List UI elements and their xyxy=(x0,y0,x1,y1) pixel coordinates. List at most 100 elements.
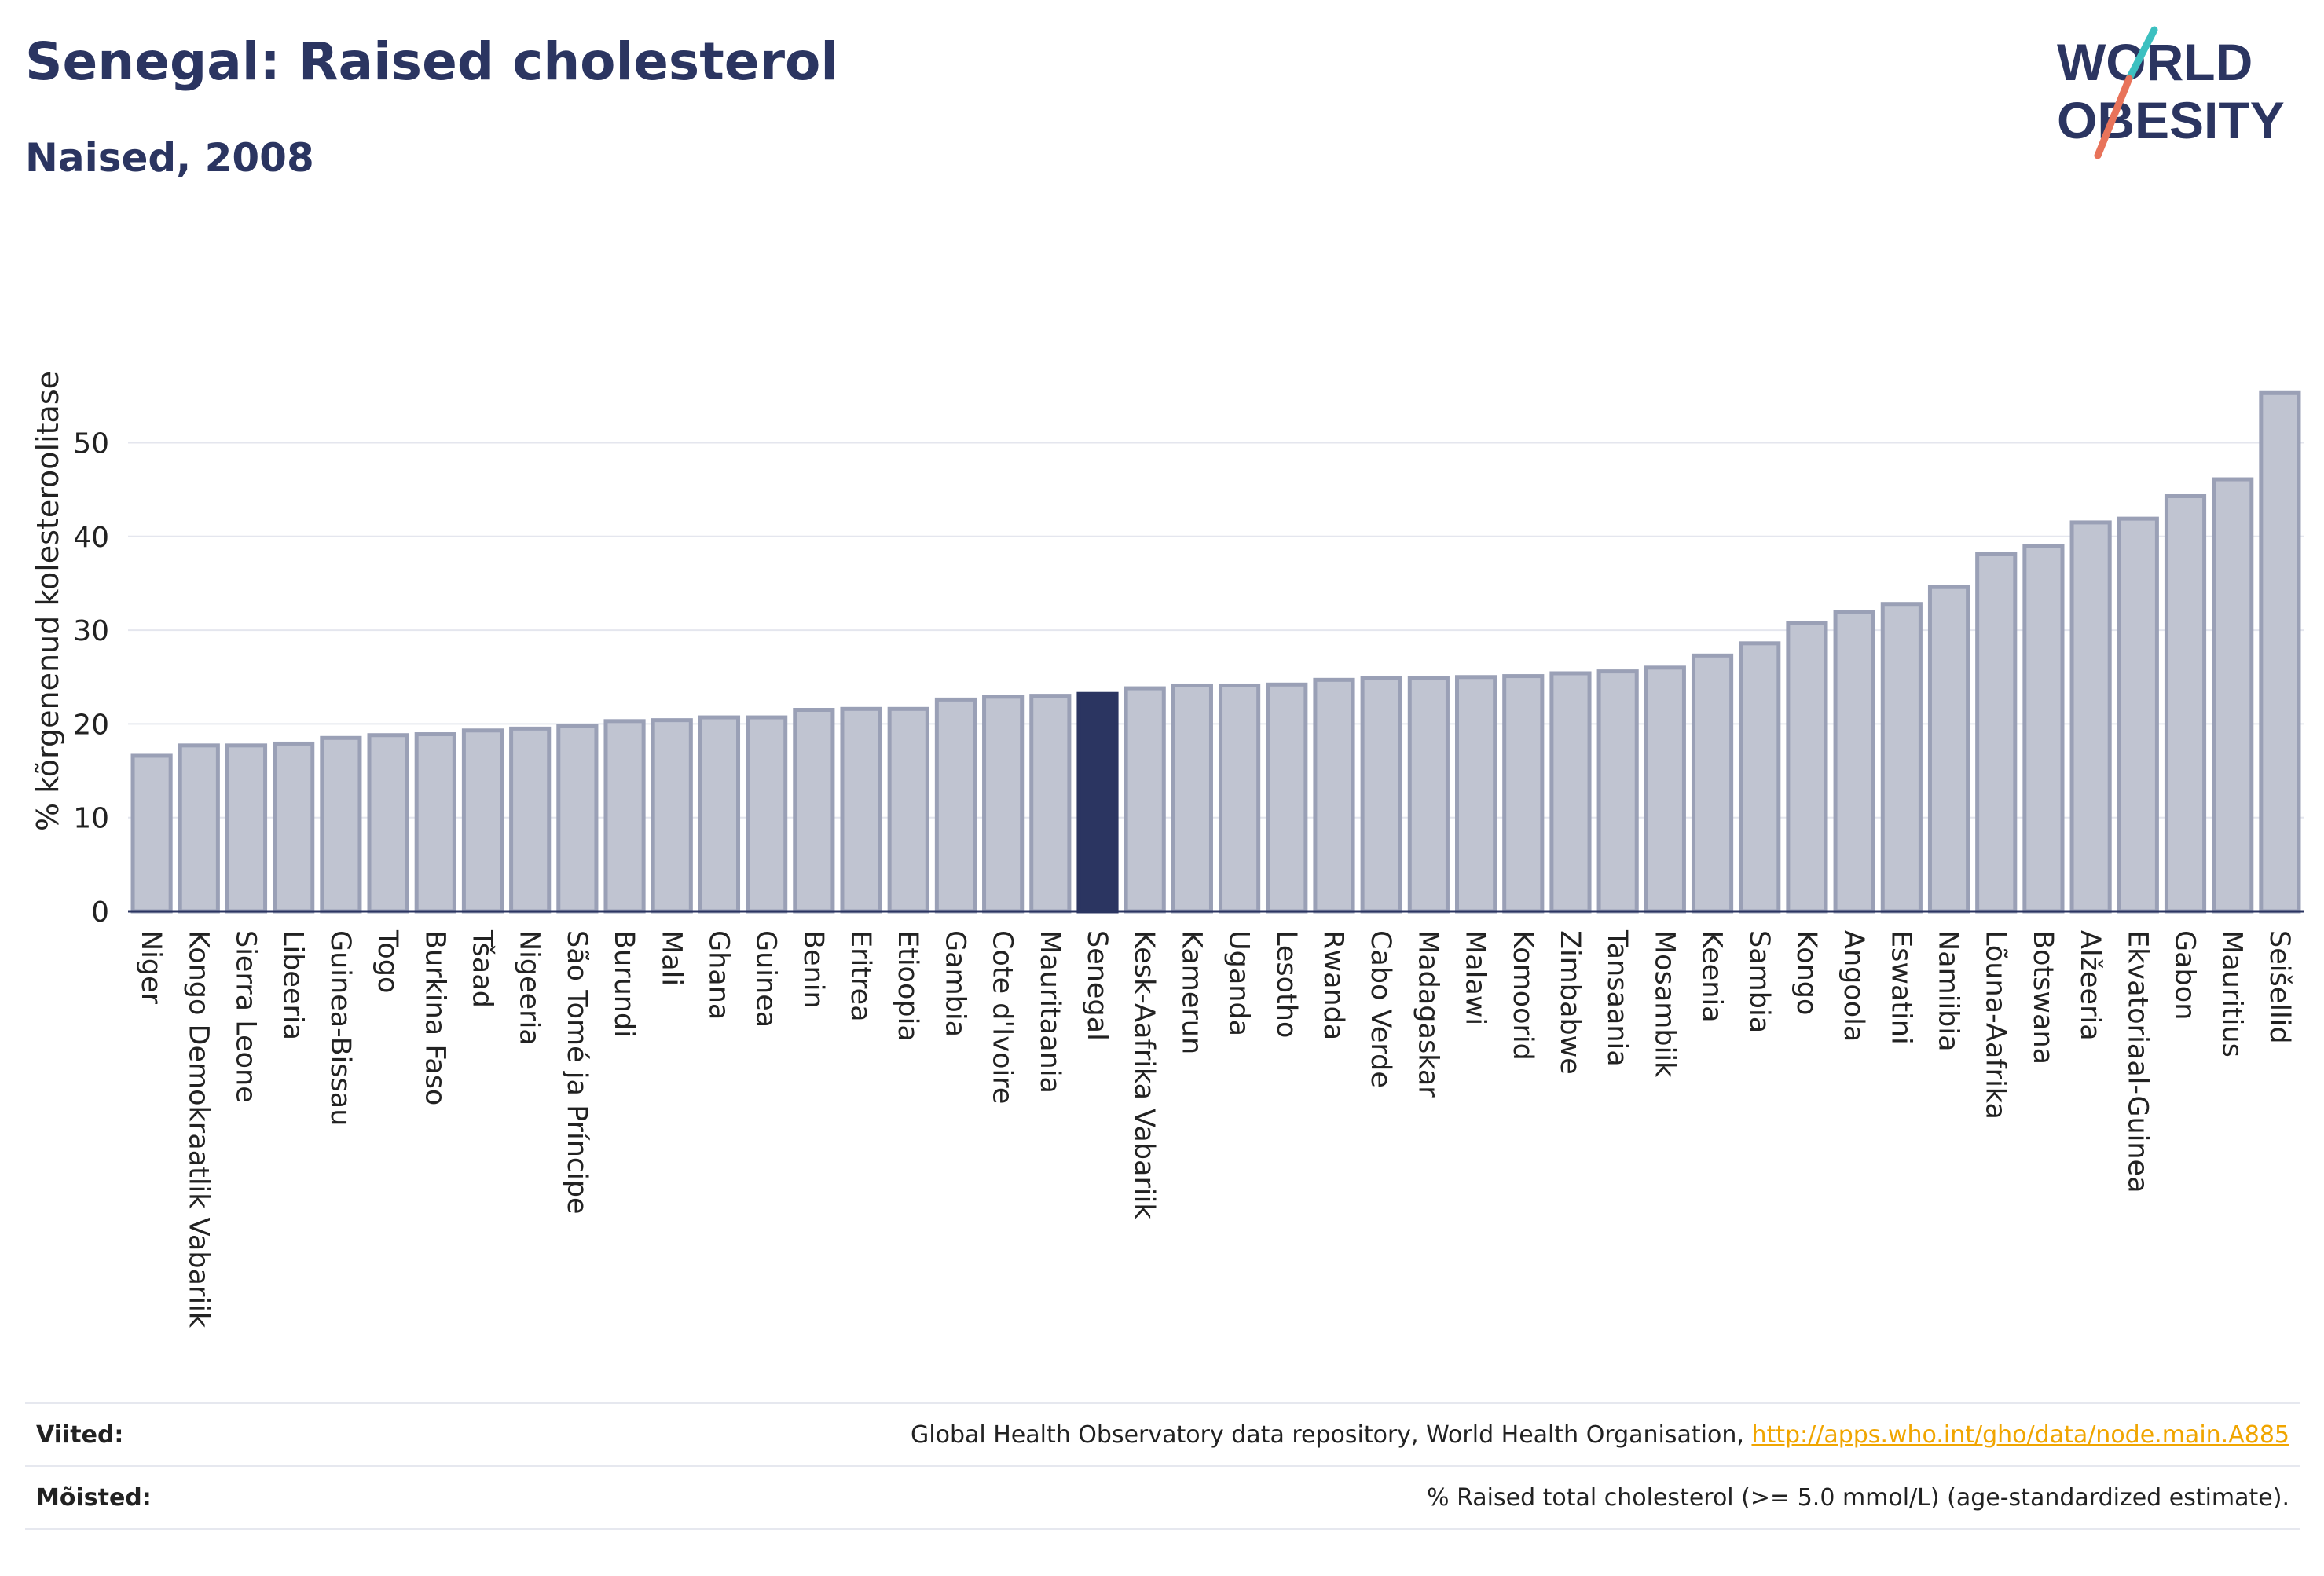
x-tick-label: Malawi xyxy=(1460,930,1491,1025)
bar-angoola[interactable] xyxy=(1833,610,1875,914)
bar-zimbabwe[interactable] xyxy=(1549,671,1592,914)
bar-cabo-verde[interactable] xyxy=(1360,676,1402,914)
footer-divider xyxy=(25,1528,2300,1530)
bar-namiibia[interactable] xyxy=(1927,585,1970,914)
x-tick-label: Burkina Faso xyxy=(419,930,450,1105)
y-tick-label: 0 xyxy=(91,896,109,929)
sources-value: Global Health Observatory data repositor… xyxy=(911,1421,2289,1449)
x-tick-label: Kongo xyxy=(1791,930,1822,1015)
logo-line1: WORLD xyxy=(2057,33,2253,91)
bar-kongo[interactable] xyxy=(1786,621,1828,914)
x-tick-label: Libeeria xyxy=(277,930,309,1040)
bar-niger[interactable] xyxy=(130,753,173,914)
y-tick-label: 30 xyxy=(73,615,109,647)
bar-komoorid[interactable] xyxy=(1502,674,1545,914)
x-tick-label: Togo xyxy=(372,929,403,993)
x-tick-label: Burundi xyxy=(608,930,640,1038)
bar-burkina-faso[interactable] xyxy=(414,732,456,914)
bar-botswana[interactable] xyxy=(2022,544,2065,914)
x-tick-label: Cote d'Ivoire xyxy=(987,930,1018,1104)
definitions-label: Mõisted: xyxy=(36,1484,152,1512)
x-tick-label: Lõuna-Aafrika xyxy=(1980,930,2011,1120)
x-tick-label: Gabon xyxy=(2169,930,2201,1020)
x-tick-label: Mosambiik xyxy=(1648,930,1680,1078)
bar-libeeria[interactable] xyxy=(273,741,315,914)
bar-madagaskar[interactable] xyxy=(1407,676,1450,914)
bar-malawi[interactable] xyxy=(1454,675,1497,914)
x-tick-label: Sambia xyxy=(1743,930,1775,1033)
bar-guinea-bissau[interactable] xyxy=(320,735,362,914)
logo-slash-coral xyxy=(2094,75,2133,159)
bar-gambia[interactable] xyxy=(934,697,977,914)
x-tick-label: Kesk-Aafrika Vabariik xyxy=(1128,930,1160,1219)
definitions-value: % Raised total cholesterol (>= 5.0 mmol/… xyxy=(1427,1484,2289,1512)
bar-rwanda[interactable] xyxy=(1313,677,1355,914)
x-tick-label: Namiibia xyxy=(1933,930,1964,1052)
bar-mauritius[interactable] xyxy=(2212,477,2254,914)
x-tick-label: Ekvatoriaal-Guinea xyxy=(2121,930,2153,1193)
bar-benin[interactable] xyxy=(793,708,835,914)
x-tick-label: Eritrea xyxy=(845,930,876,1022)
bar-ghana[interactable] xyxy=(698,715,741,914)
x-tick-label: Lesotho xyxy=(1270,930,1302,1038)
bar-al-eeria[interactable] xyxy=(2069,520,2112,914)
x-tick-label: Mauritaania xyxy=(1034,930,1065,1094)
x-tick-label: Senegal xyxy=(1081,930,1113,1041)
sources-row: Viited: Global Health Observatory data r… xyxy=(25,1402,2300,1467)
world-obesity-logo: WORLD OBESITY xyxy=(2057,26,2285,159)
x-tick-label: Seišellid xyxy=(2264,930,2295,1044)
bar-chart: 0 10 20 30 40 50 Niger Kongo Demokraatlik Vaba… xyxy=(31,371,2304,1329)
x-tick-label: Sierra Leone xyxy=(229,930,261,1103)
bar-cote-d-ivoire[interactable] xyxy=(982,695,1025,914)
bars-layer xyxy=(130,390,2301,914)
bar-gabon[interactable] xyxy=(2164,494,2207,914)
x-tick-label: Guinea xyxy=(750,930,782,1028)
x-tick-label: Eswatini xyxy=(1885,930,1916,1045)
x-tick-label: Angoola xyxy=(1838,930,1869,1042)
bar-sambia[interactable] xyxy=(1739,641,1781,914)
bar-sierra-leone[interactable] xyxy=(225,743,268,914)
x-tick-label: Gambia xyxy=(939,930,970,1037)
sources-text: Global Health Observatory data repositor… xyxy=(911,1421,1752,1449)
bar-ekvatoriaal-guinea[interactable] xyxy=(2117,516,2159,914)
bar-sei-ellid[interactable] xyxy=(2259,390,2301,914)
bar-senegal[interactable] xyxy=(1076,691,1119,914)
bar-kamerun[interactable] xyxy=(1171,683,1213,914)
x-tick-label: Ghana xyxy=(702,930,734,1020)
bar-l-una-aafrika[interactable] xyxy=(1975,552,2018,914)
bar-lesotho[interactable] xyxy=(1266,682,1308,914)
x-tick-label: Tšaad xyxy=(466,929,497,1008)
bar-mali[interactable] xyxy=(651,718,693,914)
bar-burundi[interactable] xyxy=(603,719,646,914)
bar-togo[interactable] xyxy=(367,733,409,914)
bar-nigeeria[interactable] xyxy=(509,726,552,914)
y-tick-label: 50 xyxy=(73,428,109,460)
bar-t-aad[interactable] xyxy=(461,728,504,914)
bar-etioopia[interactable] xyxy=(887,706,929,914)
x-tick-label: Zimbabwe xyxy=(1554,930,1585,1075)
x-labels-layer: Niger Kongo Demokraatlik Vabariik Sierra L… xyxy=(135,929,2295,1329)
chart-title: Senegal: Raised cholesterol xyxy=(25,31,839,92)
x-tick-label: Komoorid xyxy=(1507,930,1538,1061)
x-tick-label: Rwanda xyxy=(1318,930,1349,1040)
bar-kongo-demokraatlik-vabariik[interactable] xyxy=(178,743,220,914)
definitions-row: Mõisted: % Raised total cholesterol (>= … xyxy=(25,1465,2300,1530)
bar-mauritaania[interactable] xyxy=(1029,694,1072,914)
x-tick-label: Kongo Demokraatlik Vabariik xyxy=(182,930,214,1329)
bar-guinea[interactable] xyxy=(746,715,788,914)
x-tick-label: Niger xyxy=(135,930,167,1005)
bar-tansaania[interactable] xyxy=(1596,669,1639,914)
y-axis-label: % kõrgenenud kolesteroolitase xyxy=(31,371,65,831)
bar-kesk-aafrika-vabariik[interactable] xyxy=(1124,686,1166,914)
x-tick-label: Kamerun xyxy=(1175,930,1207,1054)
x-tick-label: Guinea-Bissau xyxy=(324,930,356,1126)
bar-uganda[interactable] xyxy=(1219,683,1261,914)
x-tick-label: Mali xyxy=(655,930,687,986)
bar-s-o-tom-ja-pr-ncipe[interactable] xyxy=(556,724,599,914)
bar-eritrea[interactable] xyxy=(840,706,882,914)
bar-eswatini[interactable] xyxy=(1880,602,1923,914)
sources-link[interactable]: http://apps.who.int/gho/data/node.main.A… xyxy=(1751,1421,2289,1449)
y-tick-label: 10 xyxy=(73,803,109,835)
bar-mosambiik[interactable] xyxy=(1644,665,1686,914)
bar-keenia[interactable] xyxy=(1691,653,1734,914)
